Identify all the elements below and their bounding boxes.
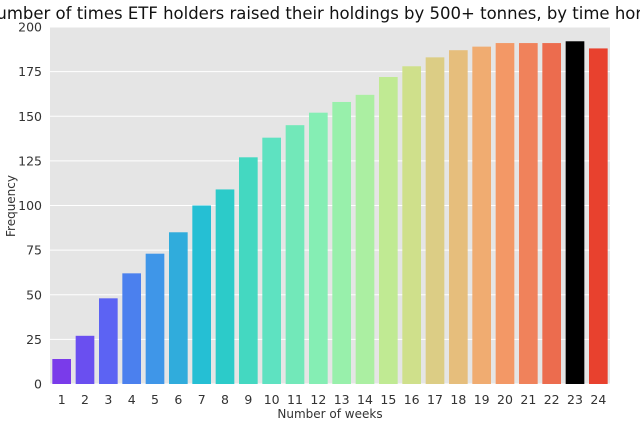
bar-week-18 [449, 50, 468, 385]
gridlines [50, 26, 610, 385]
x-tick-label: 19 [474, 392, 490, 407]
x-tick-label: 22 [544, 392, 560, 407]
bar-week-4 [122, 273, 141, 384]
x-tick-label: 6 [174, 392, 182, 407]
bar-week-14 [355, 94, 375, 384]
y-tick-label: 75 [26, 243, 42, 258]
bar-week-6 [169, 232, 188, 384]
chart-title: Number of times ETF holders raised their… [0, 4, 640, 23]
bar-week-10 [262, 137, 281, 384]
y-axis-ticks: 0 25 50 75 100 125 150 175 200 [18, 20, 42, 392]
bar-week-8 [215, 189, 235, 384]
bar-week-15 [379, 76, 398, 384]
bar-week-12 [309, 112, 328, 385]
x-tick-label: 10 [264, 392, 280, 407]
x-tick-label: 3 [104, 392, 112, 407]
bar-week-22 [542, 43, 561, 384]
bar-week-5 [145, 253, 165, 384]
x-tick-label: 9 [244, 392, 252, 407]
y-tick-label: 100 [18, 198, 42, 213]
y-tick-label: 200 [18, 20, 42, 35]
x-tick-label: 12 [310, 392, 326, 407]
y-axis-label: Frequency [4, 175, 18, 237]
x-tick-label: 20 [497, 392, 513, 407]
y-tick-label: 25 [26, 332, 42, 347]
x-tick-label: 7 [198, 392, 206, 407]
bar-week-13 [332, 101, 351, 384]
x-tick-label: 24 [590, 392, 606, 407]
x-tick-label: 23 [567, 392, 583, 407]
bar-week-20 [495, 43, 515, 384]
x-tick-label: 17 [427, 392, 443, 407]
bar-week-3 [99, 298, 118, 384]
bar-week-19 [472, 46, 491, 384]
x-tick-label: 11 [287, 392, 303, 407]
x-tick-label: 4 [128, 392, 136, 407]
x-axis-ticks: 1 2 3 4 5 6 7 8 9 10 11 12 13 14 15 16 17 18 19 20 21 22 23 24 [58, 392, 607, 407]
bar-week-16 [402, 66, 421, 385]
bar-week-7 [192, 205, 211, 384]
x-tick-label: 13 [334, 392, 350, 407]
y-tick-label: 150 [18, 109, 42, 124]
bars [52, 41, 608, 385]
bar-week-9 [239, 157, 258, 384]
x-axis-label: Number of weeks [277, 407, 382, 421]
x-tick-label: 21 [520, 392, 536, 407]
bar-week-23 [565, 41, 585, 384]
bar-week-2 [75, 335, 95, 384]
bar-week-11 [285, 125, 305, 385]
bar-week-24 [589, 48, 608, 385]
bar-week-17 [425, 57, 445, 384]
x-tick-label: 2 [81, 392, 89, 407]
x-tick-label: 16 [404, 392, 420, 407]
bar-week-1 [52, 359, 71, 384]
x-tick-label: 14 [357, 392, 373, 407]
x-tick-label: 15 [380, 392, 396, 407]
x-tick-label: 8 [221, 392, 229, 407]
y-tick-label: 175 [18, 64, 42, 79]
x-tick-label: 5 [151, 392, 159, 407]
bar-week-21 [519, 43, 538, 384]
y-tick-label: 0 [34, 377, 42, 392]
y-tick-label: 50 [26, 287, 42, 302]
x-tick-label: 18 [450, 392, 466, 407]
x-tick-label: 1 [58, 392, 66, 407]
y-tick-label: 125 [18, 153, 42, 168]
